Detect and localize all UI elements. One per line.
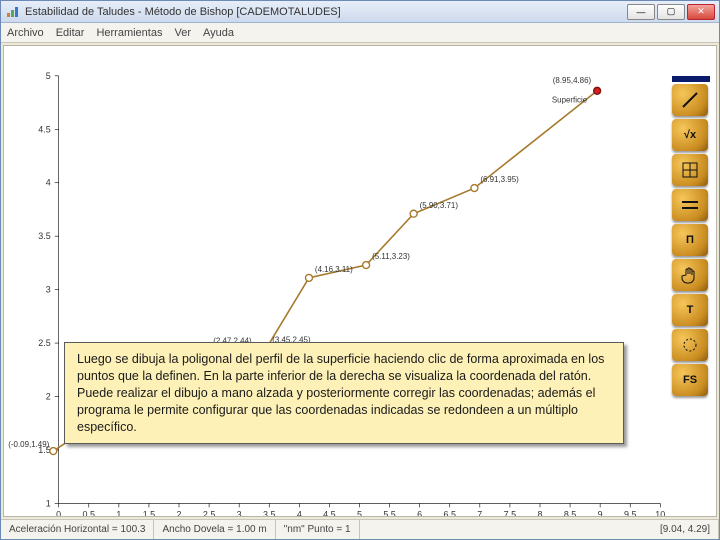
svg-text:1.5: 1.5 <box>143 509 155 517</box>
callout-text: Luego se dibuja la poligonal del perfil … <box>77 352 604 434</box>
help-callout: Luego se dibuja la poligonal del perfil … <box>64 342 624 444</box>
svg-text:4: 4 <box>46 178 51 188</box>
svg-text:5: 5 <box>46 71 51 81</box>
svg-text:2: 2 <box>177 509 182 517</box>
svg-text:5: 5 <box>357 509 362 517</box>
svg-text:3.5: 3.5 <box>263 509 275 517</box>
svg-text:2.5: 2.5 <box>38 338 50 348</box>
statusbar: Aceleración Horizontal = 100.3 Ancho Dov… <box>1 519 719 539</box>
status-nun: "nm" Punto = 1 <box>276 520 360 539</box>
circle-tool[interactable] <box>672 329 708 361</box>
draw-line-tool[interactable] <box>672 84 708 116</box>
svg-text:2.5: 2.5 <box>203 509 215 517</box>
svg-text:6: 6 <box>417 509 422 517</box>
svg-text:1: 1 <box>46 498 51 508</box>
chart-area[interactable]: 0 0.5 1 1.5 2 2.5 3 3.5 4 4.5 5 5.5 6 6.5 7 7.5 8 8.5 9 9.5… <box>3 45 717 517</box>
maximize-button[interactable]: ▢ <box>657 4 685 20</box>
app-icon <box>5 5 19 19</box>
svg-text:5.5: 5.5 <box>383 509 395 517</box>
svg-text:0.5: 0.5 <box>83 509 95 517</box>
menu-editar[interactable]: Editar <box>56 27 85 39</box>
svg-text:10: 10 <box>655 509 665 517</box>
svg-text:7: 7 <box>477 509 482 517</box>
svg-text:(4.16,3.11): (4.16,3.11) <box>315 265 353 274</box>
svg-text:3: 3 <box>237 509 242 517</box>
svg-text:8.5: 8.5 <box>564 509 576 517</box>
app-window: Estabilidad de Taludes - Método de Bisho… <box>0 0 720 540</box>
status-ancho: Ancho Dovela = 1.00 m <box>154 520 275 539</box>
menu-ver[interactable]: Ver <box>174 27 191 39</box>
hand-tool[interactable] <box>672 259 708 291</box>
svg-text:1: 1 <box>116 509 121 517</box>
layer-tool[interactable] <box>672 189 708 221</box>
fs-tool[interactable]: FS <box>672 364 708 396</box>
svg-text:3: 3 <box>46 285 51 295</box>
svg-text:3.5: 3.5 <box>38 231 50 241</box>
menubar: Archivo Editar Herramientas Ver Ayuda <box>1 23 719 43</box>
svg-text:7.5: 7.5 <box>504 509 516 517</box>
pi-tool[interactable]: Π <box>672 224 708 256</box>
svg-text:(5.11,3.23): (5.11,3.23) <box>372 252 410 261</box>
svg-text:2: 2 <box>46 392 51 402</box>
svg-text:(6.91,3.95): (6.91,3.95) <box>480 175 519 184</box>
svg-text:9: 9 <box>598 509 603 517</box>
titlebar[interactable]: Estabilidad de Taludes - Método de Bisho… <box>1 1 719 23</box>
svg-text:8: 8 <box>537 509 542 517</box>
status-coord: [9.04, 4.29] <box>652 520 719 539</box>
right-toolbar: √x Π T FS <box>672 76 710 396</box>
svg-text:6.5: 6.5 <box>444 509 456 517</box>
svg-text:(8.95,4.86): (8.95,4.86) <box>553 76 592 85</box>
menu-herramientas[interactable]: Herramientas <box>96 27 162 39</box>
svg-text:(5.90,3.71): (5.90,3.71) <box>420 201 459 210</box>
svg-text:Superficie: Superficie <box>552 96 588 105</box>
text-tool[interactable]: T <box>672 294 708 326</box>
svg-text:4.5: 4.5 <box>38 124 50 134</box>
menu-archivo[interactable]: Archivo <box>7 27 44 39</box>
status-accel: Aceleración Horizontal = 100.3 <box>1 520 154 539</box>
svg-text:(-0.09,1.49): (-0.09,1.49) <box>8 440 49 449</box>
svg-text:4.5: 4.5 <box>323 509 335 517</box>
svg-text:4: 4 <box>297 509 302 517</box>
svg-text:0: 0 <box>56 509 61 517</box>
minimize-button[interactable]: — <box>627 4 655 20</box>
window-title: Estabilidad de Taludes - Método de Bisho… <box>25 6 627 18</box>
profile-chart[interactable]: 0 0.5 1 1.5 2 2.5 3 3.5 4 4.5 5 5.5 6 6.5 7 7.5 8 8.5 9 9.5… <box>4 46 716 517</box>
window-buttons: — ▢ ✕ <box>627 4 715 20</box>
close-button[interactable]: ✕ <box>687 4 715 20</box>
grid-tool[interactable] <box>672 154 708 186</box>
svg-text:9.5: 9.5 <box>624 509 636 517</box>
menu-ayuda[interactable]: Ayuda <box>203 27 234 39</box>
sqrt-tool[interactable]: √x <box>672 119 708 151</box>
